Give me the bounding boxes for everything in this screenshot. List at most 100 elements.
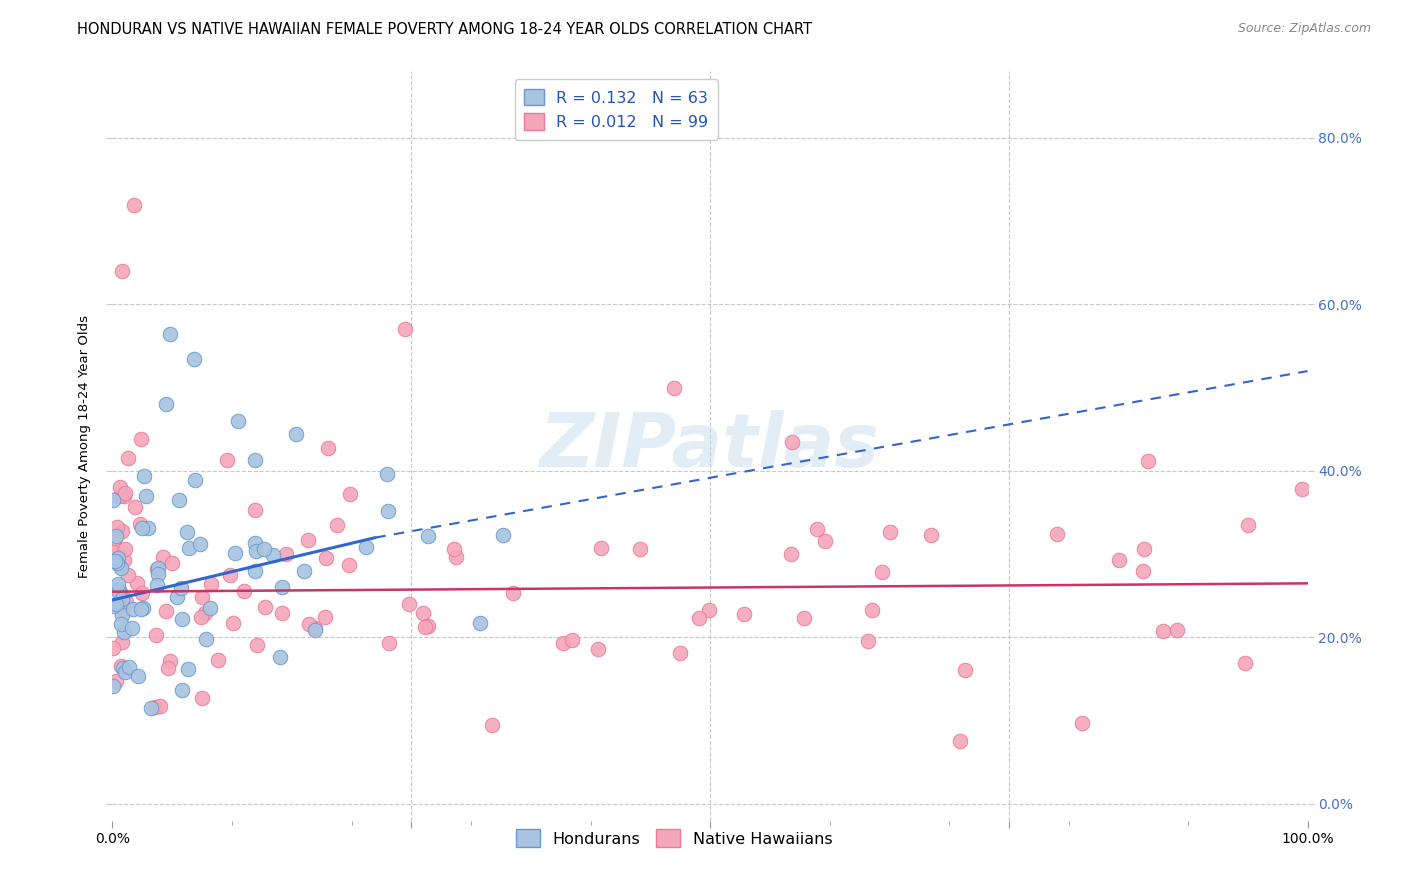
Point [1136,453,1159,467]
Point [195,632,218,646]
Point [245,503,267,517]
Point [132,468,155,483]
Point [101,545,124,559]
Point [114,665,136,679]
Point [191,590,214,604]
Point [172,682,194,697]
Point [177,663,200,677]
Point [145,628,167,642]
Point [375,467,398,481]
Point [207,653,229,667]
Point [588,641,610,656]
Point [243,536,266,550]
Point [413,619,436,633]
Point [131,521,153,535]
Point [271,607,294,621]
Y-axis label: Female Poverty Among 18-24 Year Olds: Female Poverty Among 18-24 Year Olds [77,315,91,577]
Point [226,414,249,428]
Point [146,562,169,576]
Point [114,485,136,500]
Point [148,567,170,582]
Point [243,564,266,578]
Point [1166,624,1188,638]
Point [315,551,337,566]
Point [104,554,127,568]
Point [253,600,276,615]
Point [183,473,205,487]
Point [121,621,143,635]
Point [870,565,893,579]
Point [188,537,211,551]
Point [121,601,143,615]
Point [166,590,188,604]
Point [860,603,883,617]
Point [105,557,128,571]
Point [200,601,222,615]
Point [949,733,972,747]
Point [105,520,128,534]
Point [245,544,267,558]
Point [262,548,284,562]
Point [780,434,803,449]
Point [591,541,613,556]
Point [107,582,129,596]
Text: Source: ZipAtlas.com: Source: ZipAtlas.com [1237,22,1371,36]
Point [104,597,127,611]
Point [222,615,245,630]
Point [104,529,127,543]
Point [339,487,361,501]
Point [298,617,321,632]
Point [183,351,205,366]
Point [1133,542,1156,557]
Point [551,636,574,650]
Point [103,493,125,508]
Point [110,617,132,632]
Point [155,397,177,411]
Point [628,542,651,557]
Point [1291,483,1313,497]
Point [111,602,134,616]
Point [356,541,378,555]
Point [215,453,238,467]
Point [856,633,879,648]
Point [492,528,515,542]
Point [560,632,582,647]
Point [177,541,200,555]
Point [131,586,153,600]
Point [117,450,139,465]
Point [377,504,399,518]
Point [129,433,152,447]
Point [112,552,135,566]
Point [107,583,129,598]
Point [103,599,125,613]
Point [129,601,152,615]
Point [780,547,803,561]
Point [920,528,942,542]
Point [394,322,416,336]
Point [814,534,837,549]
Point [304,623,326,637]
Point [733,607,755,621]
Point [141,701,163,715]
Point [157,661,180,675]
Point [304,621,326,635]
Point [111,524,134,538]
Point [793,611,815,625]
Point [176,524,198,539]
Point [412,606,434,620]
Point [1233,656,1256,670]
Point [190,610,212,624]
Point [245,453,267,467]
Point [101,640,124,655]
Point [443,542,465,557]
Point [194,607,217,621]
Point [107,547,129,561]
Point [110,561,132,575]
Point [253,541,276,556]
Point [111,592,134,607]
Point [470,616,492,631]
Point [398,597,420,611]
Point [111,264,134,278]
Point [1046,526,1069,541]
Point [669,647,692,661]
